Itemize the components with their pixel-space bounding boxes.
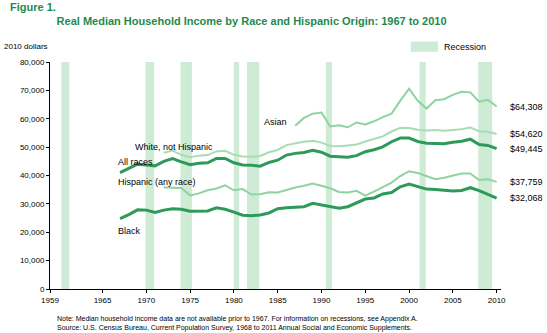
svg-text:10,000: 10,000: [20, 256, 45, 265]
svg-text:30,000: 30,000: [20, 200, 45, 209]
svg-text:60,000: 60,000: [20, 115, 45, 124]
svg-text:2010: 2010: [488, 296, 506, 305]
svg-text:$49,445: $49,445: [510, 144, 543, 154]
svg-text:White, not Hispanic: White, not Hispanic: [135, 142, 213, 152]
svg-text:2005: 2005: [444, 296, 462, 305]
svg-text:1980: 1980: [225, 296, 243, 305]
svg-text:0: 0: [40, 285, 45, 294]
svg-text:1959: 1959: [41, 296, 59, 305]
svg-text:Source: U.S. Census Bureau, Cu: Source: U.S. Census Bureau, Current Popu…: [57, 324, 412, 332]
svg-text:Hispanic (any race): Hispanic (any race): [118, 177, 196, 187]
svg-text:1965: 1965: [94, 296, 112, 305]
svg-text:Real Median Household Income b: Real Median Household Income by Race and…: [57, 15, 447, 27]
svg-text:40,000: 40,000: [20, 171, 45, 180]
svg-text:$37,759: $37,759: [510, 177, 543, 187]
svg-text:$32,068: $32,068: [510, 193, 543, 203]
svg-text:1985: 1985: [269, 296, 287, 305]
svg-text:50,000: 50,000: [20, 143, 45, 152]
svg-text:$54,620: $54,620: [510, 129, 543, 139]
svg-text:20,000: 20,000: [20, 228, 45, 237]
svg-text:2010 dollars: 2010 dollars: [4, 42, 48, 51]
svg-text:2000: 2000: [400, 296, 418, 305]
svg-text:Recession: Recession: [444, 42, 486, 52]
svg-text:Black: Black: [118, 226, 141, 236]
svg-text:80,000: 80,000: [20, 58, 45, 67]
svg-text:$64,308: $64,308: [510, 102, 543, 112]
svg-text:1990: 1990: [313, 296, 331, 305]
svg-text:1995: 1995: [356, 296, 374, 305]
svg-text:All races: All races: [118, 157, 153, 167]
svg-text:Asian: Asian: [264, 117, 287, 127]
svg-text:70,000: 70,000: [20, 86, 45, 95]
svg-text:1975: 1975: [181, 296, 199, 305]
svg-text:Note: Median household income: Note: Median household income data are n…: [57, 315, 418, 323]
svg-text:Figure 1.: Figure 1.: [10, 1, 56, 13]
svg-text:1970: 1970: [137, 296, 155, 305]
